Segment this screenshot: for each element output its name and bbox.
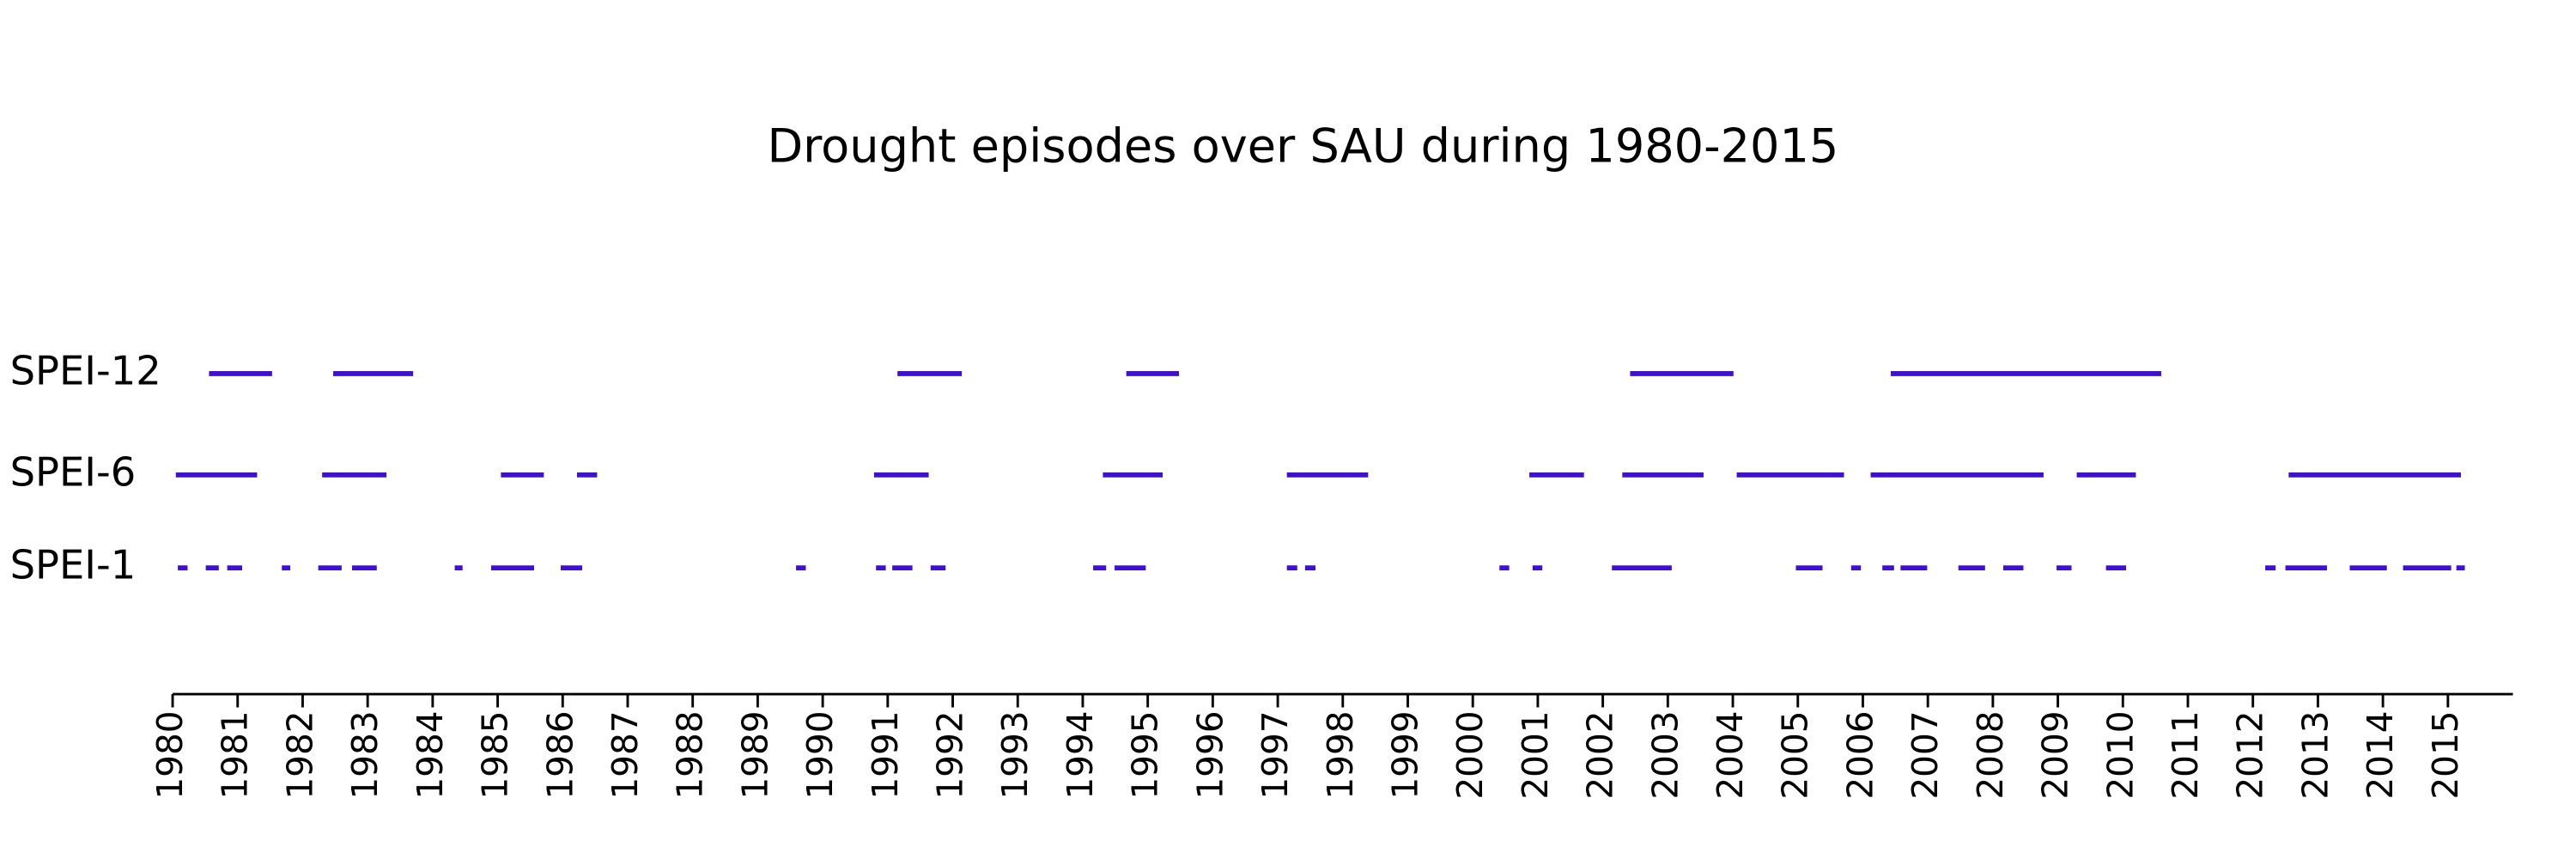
x-tick-label: 2008 <box>1970 710 2011 799</box>
x-tick-label: 1997 <box>1255 710 1296 799</box>
x-tick-label: 1981 <box>215 710 256 799</box>
x-tick-label: 1998 <box>1320 710 1361 799</box>
x-tick-label: 1999 <box>1384 710 1425 799</box>
row-label: SPEI-1 <box>10 542 137 588</box>
x-tick-label: 1984 <box>410 710 451 799</box>
x-tick-label: 1994 <box>1060 710 1101 799</box>
x-tick-label: 1990 <box>799 710 841 799</box>
x-tick-label: 1993 <box>994 710 1036 799</box>
x-tick-label: 2003 <box>1644 710 1686 799</box>
x-tick-label: 1988 <box>670 710 711 799</box>
x-tick-label: 1983 <box>344 710 386 799</box>
row-label: SPEI-6 <box>10 448 137 495</box>
x-tick-label: 2007 <box>1905 710 1946 799</box>
x-tick-label: 1980 <box>149 710 191 799</box>
x-tick-label: 1987 <box>605 710 646 799</box>
x-tick-label: 1985 <box>475 710 516 799</box>
x-tick-label: 2013 <box>2294 710 2336 799</box>
x-tick-label: 2010 <box>2099 710 2141 799</box>
x-tick-label: 2002 <box>1580 710 1621 799</box>
x-tick-label: 2009 <box>2035 710 2076 799</box>
x-tick-label: 1996 <box>1189 710 1230 799</box>
row-label: SPEI-12 <box>10 347 161 393</box>
x-tick-label: 2006 <box>1839 710 1880 799</box>
x-tick-label: 2000 <box>1449 710 1491 799</box>
x-tick-label: 1982 <box>279 710 320 799</box>
x-tick-label: 2012 <box>2230 710 2271 799</box>
x-tick-label: 1991 <box>865 710 906 799</box>
chart-title: Drought episodes over SAU during 1980-20… <box>767 119 1838 174</box>
x-tick-label: 2011 <box>2165 710 2206 799</box>
x-tick-label: 2005 <box>1775 710 1816 799</box>
x-tick-label: 2014 <box>2360 710 2401 799</box>
x-tick-label: 1992 <box>930 710 971 799</box>
x-tick-label: 2015 <box>2425 710 2466 799</box>
x-tick-label: 1995 <box>1125 710 1166 799</box>
x-tick-label: 2004 <box>1710 710 1751 799</box>
x-tick-label: 2001 <box>1515 710 1556 799</box>
x-tick-label: 1986 <box>539 710 580 799</box>
x-tick-label: 1989 <box>734 710 775 799</box>
